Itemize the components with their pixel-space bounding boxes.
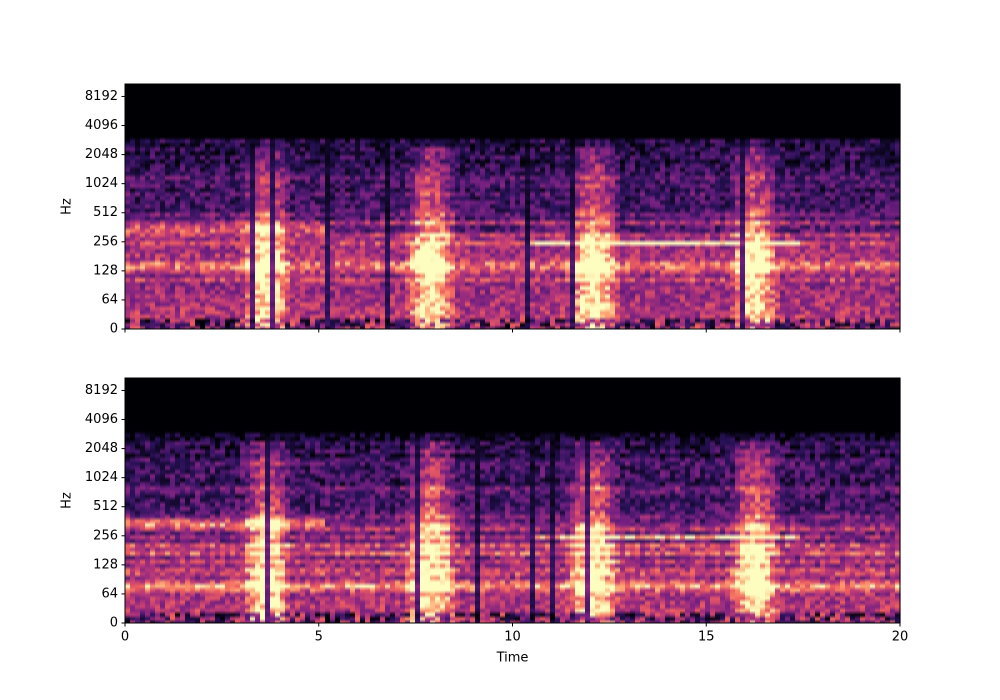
y-tick-label: 4096	[85, 118, 118, 133]
x-tick-label: 20	[892, 630, 909, 645]
x-tick-label: 10	[504, 630, 521, 645]
y-tick-label: 256	[93, 528, 118, 543]
spectrogram-image	[125, 378, 901, 623]
y-tick-label: 512	[93, 205, 118, 220]
x-axis-label: Time	[496, 651, 529, 666]
y-tick-label: 128	[93, 263, 118, 278]
x-tick-label: 5	[315, 630, 323, 645]
y-tick-label: 512	[93, 499, 118, 514]
y-tick-label: 1024	[85, 176, 118, 191]
x-tick-label: 15	[698, 630, 715, 645]
y-tick-label: 256	[93, 234, 118, 249]
y-tick-label: 0	[110, 322, 118, 337]
spectrogram-image	[125, 84, 901, 329]
y-tick-label: 8192	[85, 89, 118, 104]
y-axis-label: Hz	[60, 492, 75, 509]
y-tick-label: 64	[101, 292, 118, 307]
y-tick-label: 0	[110, 616, 118, 631]
y-axis-label: Hz	[60, 198, 75, 215]
y-tick-label: 8192	[85, 383, 118, 398]
y-tick-label: 64	[101, 586, 118, 601]
y-tick-label: 4096	[85, 412, 118, 427]
y-tick-label: 1024	[85, 470, 118, 485]
y-tick-label: 128	[93, 557, 118, 572]
y-tick-label: 2048	[85, 147, 118, 162]
y-tick-label: 2048	[85, 441, 118, 456]
x-tick-label: 0	[121, 630, 129, 645]
